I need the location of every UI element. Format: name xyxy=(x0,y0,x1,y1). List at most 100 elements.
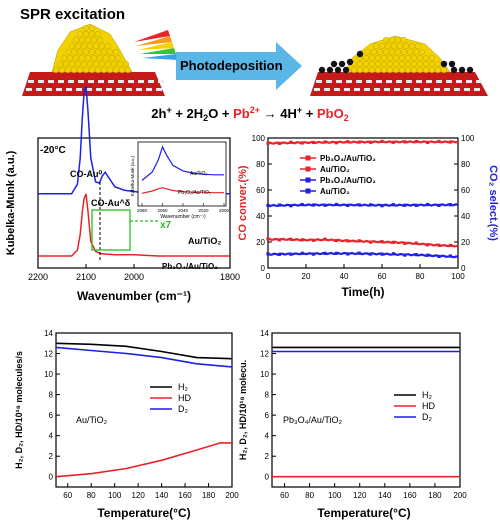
gold-atom xyxy=(409,43,416,50)
gold-atom xyxy=(84,55,91,62)
gold-atom xyxy=(98,43,105,50)
hd-au-legend-label: D₂ xyxy=(178,404,188,414)
gold-atom xyxy=(82,25,89,32)
ir-temperature-label: -20°C xyxy=(40,145,66,156)
conv-marker xyxy=(300,141,304,145)
substrate-stripe xyxy=(436,80,442,83)
hd-pb-y-tick-label: 14 xyxy=(260,329,269,338)
conv-legend-marker xyxy=(305,166,311,172)
right-particle-illustration xyxy=(310,35,488,96)
gold-atom xyxy=(68,43,75,50)
gold-atom xyxy=(70,49,77,56)
conv-marker xyxy=(414,241,418,245)
gold-atom xyxy=(63,61,70,68)
conv-marker xyxy=(369,203,373,207)
substrate-stripe xyxy=(146,88,152,91)
substrate-stripe xyxy=(26,88,32,91)
hd-pb-x-tick-label: 200 xyxy=(453,491,467,500)
conv-series-line xyxy=(267,251,459,259)
substrate-stripe xyxy=(426,80,432,83)
gold-atom xyxy=(399,61,406,68)
gold-atom xyxy=(116,61,123,68)
conv-marker xyxy=(323,203,327,207)
conv-y-tick-label-right: 80 xyxy=(461,160,470,169)
substrate-stripe xyxy=(466,80,472,83)
conv-marker xyxy=(357,239,361,243)
inset-x-tick-label: 2000 xyxy=(219,208,230,213)
ir-x-tick-label: 1800 xyxy=(220,272,240,282)
gold-atom xyxy=(373,43,380,50)
substrate-stripe xyxy=(36,88,42,91)
gold-atom xyxy=(102,55,109,62)
gold-atom xyxy=(387,61,394,68)
conv-marker xyxy=(448,254,452,258)
conv-marker xyxy=(312,140,316,145)
gold-atom xyxy=(86,43,93,50)
gold-atom xyxy=(411,66,418,73)
conv-marker xyxy=(448,243,452,248)
ir-xlabel: Wavenumber (cm⁻¹) xyxy=(77,289,191,303)
conv-marker xyxy=(391,240,395,244)
hd-au-y-tick-label: 8 xyxy=(49,391,54,400)
substrate-stripe xyxy=(108,80,114,83)
gold-atom xyxy=(80,43,87,50)
conv-marker xyxy=(289,204,293,208)
gold-atom xyxy=(104,43,111,50)
gold-atom xyxy=(122,61,129,68)
hd-au-series-line xyxy=(55,442,232,478)
substrate-stripe xyxy=(66,88,72,91)
schematic-header: SPR excitation Photodeposition xyxy=(20,6,488,123)
substrate-stripe xyxy=(86,88,92,91)
gold-atom xyxy=(381,61,388,68)
pbo2-atom xyxy=(334,66,342,74)
gold-atom xyxy=(82,31,89,38)
conv-series-line xyxy=(267,237,459,248)
gold-atom xyxy=(441,66,448,73)
hd-au-series-line xyxy=(55,342,233,360)
hd-pb-plot-frame xyxy=(271,332,461,488)
conv-y-tick-label-right: 60 xyxy=(461,186,470,195)
conv-marker xyxy=(403,253,407,257)
substrate-stripe xyxy=(414,88,420,91)
hd-au-x-tick-label: 80 xyxy=(87,491,96,500)
conv-y-tick-label-left: 20 xyxy=(256,238,265,247)
gold-atom xyxy=(72,37,79,44)
gold-atom xyxy=(64,49,71,56)
gold-atom xyxy=(124,66,131,73)
conv-marker xyxy=(323,140,327,144)
conv-marker xyxy=(266,203,270,208)
gold-atom xyxy=(381,66,388,73)
substrate-stripe xyxy=(78,80,84,83)
conv-x-tick-label: 20 xyxy=(302,272,311,281)
substrate-stripe xyxy=(96,88,102,91)
conv-marker xyxy=(312,252,316,256)
hd-au-xlabel: Temperature(°C) xyxy=(97,506,190,520)
hd-pb-y-tick-label: 6 xyxy=(265,411,270,420)
hd-pb-y-tick-label: 4 xyxy=(265,432,270,441)
pbo2-atom xyxy=(326,66,334,74)
gold-atom xyxy=(82,49,89,56)
gold-atom xyxy=(118,66,125,73)
substrate-stripe xyxy=(384,88,390,91)
inset-pb-line xyxy=(141,187,224,194)
substrate-stripe xyxy=(98,80,104,83)
hd-pb-legend-label: D₂ xyxy=(422,412,432,422)
gold-atom xyxy=(108,55,115,62)
series-label-au: Au/TiO₂ xyxy=(188,236,221,246)
hd-pb-x-tick-label: 180 xyxy=(428,491,442,500)
conv-plot-frame xyxy=(267,137,459,269)
pbo2-atom xyxy=(318,66,326,74)
hd-pb-xlabel: Temperature(°C) xyxy=(317,506,410,520)
light-rays-icon xyxy=(134,30,178,60)
substrate-stripe xyxy=(76,88,82,91)
gold-atom xyxy=(383,49,390,56)
hd-pb-chart: 60 80 100 120 140 160 180 200 0 2 4 6 8 10 12 14 H₂HDD₂… xyxy=(238,329,467,520)
ir-ylabel: Kubelka-Munk (a.u.) xyxy=(5,150,17,255)
pbo2-atom xyxy=(448,60,456,68)
conv-xlabel: Time(h) xyxy=(341,285,384,299)
ir-x-tick-label: 2100 xyxy=(76,272,96,282)
inset-label-au: Au/TiO₂ xyxy=(190,171,207,177)
gold-atom xyxy=(375,55,382,62)
gold-atom xyxy=(61,55,68,62)
